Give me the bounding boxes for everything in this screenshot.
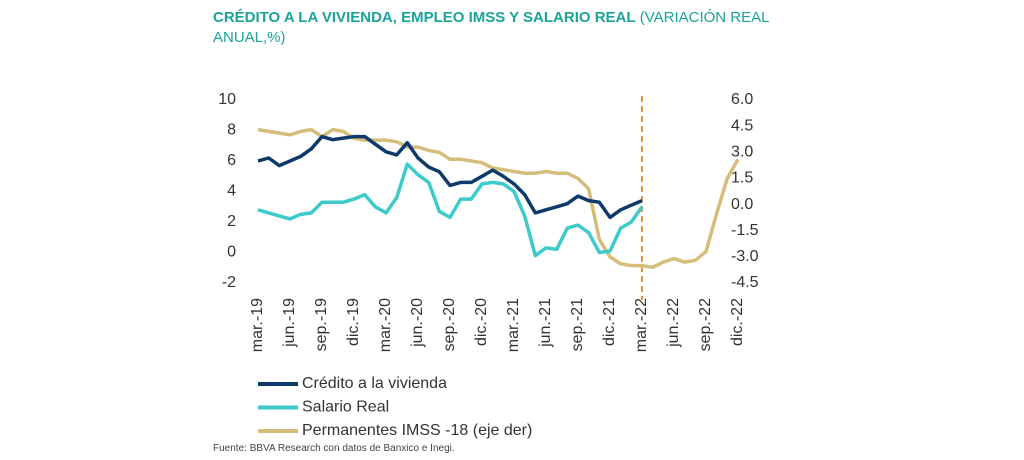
x-tick-label: mar.-20 [377,298,394,352]
y2-tick-label: 3.0 [731,144,753,161]
series-line [257,162,644,258]
y2-tick-label: -1.5 [731,222,759,239]
y-tick-label: 8 [227,122,236,139]
y2-tick-label: 1.5 [731,170,753,187]
x-tick-label: dic.-21 [601,298,618,346]
x-tick-label: jun.-21 [537,298,554,348]
x-tick-label: dic.-20 [473,298,490,346]
chart-title: CRÉDITO A LA VIVIENDA, EMPLEO IMSS Y SAL… [213,8,788,48]
legend-label: Salario Real [302,399,389,416]
subtitle: (VARIACIÓN REAL ANUAL,%) [213,9,769,46]
x-tick-label: sep.-20 [441,298,458,351]
legend-label: Crédito a la vivienda [302,375,447,392]
x-tick-label: jun.-19 [281,298,298,348]
x-tick-label: sep.-19 [313,298,330,351]
y-tick-label: 4 [227,183,236,200]
x-tick-label: sep.-22 [697,298,714,351]
y-tick-label: 10 [218,91,236,108]
y2-tick-label: 6.0 [731,91,753,108]
x-tick-label: jun.-22 [665,298,682,348]
x-tick-label: jun.-20 [409,298,426,348]
x-tick-label: mar.-22 [633,298,650,352]
x-tick-label: sep.-21 [569,298,586,351]
y2-tick-label: 0.0 [731,196,753,213]
series-line [257,134,643,220]
y-tick-label: 6 [227,152,236,169]
y-tick-label: -2 [222,274,236,291]
y2-tick-label: -3.0 [731,248,759,265]
chart: 10 8 6 4 2 0 -2 6.0 4.5 3.0 1.5 0.0 -1.5 -3.0 -4.5 mar.… [218,91,759,439]
x-tick-label: mar.-21 [505,298,522,352]
x-tick-label: mar.-19 [249,298,266,352]
x-tick-label: dic.-22 [729,298,746,346]
y2-tick-label: -4.5 [731,274,759,291]
source: Fuente: BBVA Research con datos de Banxi… [213,443,455,454]
y-tick-label: 0 [227,244,236,261]
x-tick-label: dic.-19 [345,298,362,346]
legend-label: Permanentes IMSS -18 (eje der) [302,422,532,439]
y-tick-label: 2 [227,213,236,230]
series-line [257,127,740,270]
y2-tick-label: 4.5 [731,117,753,134]
title: CRÉDITO A LA VIVIENDA, EMPLEO IMSS Y SAL… [213,9,636,26]
